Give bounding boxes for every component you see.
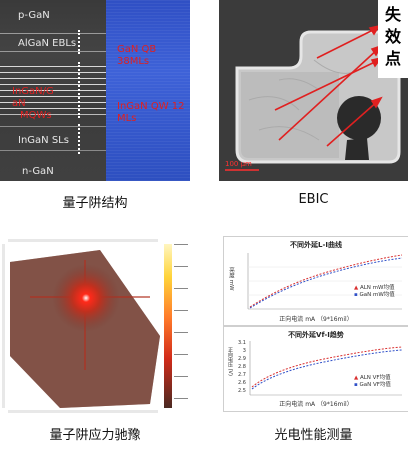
qw-stripe — [0, 84, 106, 85]
layer-label: InGaN SLs — [18, 135, 69, 146]
ebl-stripe — [0, 51, 106, 52]
tem-blue-region — [106, 0, 190, 181]
ebl-stripe — [0, 33, 106, 34]
legend-aln: ALN mW均值 — [359, 285, 395, 291]
ytick: 2.9 — [238, 356, 246, 362]
legend-gan: GaN VF均值 — [359, 382, 391, 388]
ytick: 2.8 — [238, 364, 246, 370]
ytick: 3 — [242, 348, 246, 354]
legend-gan: GaN mW均值 — [359, 292, 395, 298]
ebic-image-panel: 失 效 点 100 μm — [219, 0, 408, 181]
stress-caption: 量子阱应力驰豫 — [49, 428, 141, 443]
layer-label: AlGaN EBLs — [18, 38, 77, 49]
tem-image-panel: p-GaN AlGaN EBLs InGaN/G aN MQWs InGaN S… — [0, 0, 190, 181]
ebic-caption: EBIC — [298, 192, 329, 207]
qw-stripe — [0, 96, 106, 97]
vf-chart: 不同外延Vf-I趋势 3.1 3 2.9 2.8 2.7 2.6 2.5 正向电… — [223, 326, 408, 412]
failure-char: 效 — [384, 27, 401, 46]
bracket-sl — [78, 124, 81, 154]
layer-label: n-GaN — [22, 166, 54, 177]
li-chart-title: 不同外延L-I曲线 — [290, 241, 342, 249]
scale-bar-label: 100 μm — [225, 160, 252, 168]
qb-label: GaN QB — [117, 44, 157, 55]
qw-stripe — [0, 66, 106, 67]
stress-map-panel — [0, 236, 190, 416]
li-chart-plot — [247, 253, 403, 310]
ytick: 3.1 — [238, 340, 246, 346]
vf-ylabel: 正向电压 (V) — [227, 347, 233, 376]
qw-label: MLs — [117, 113, 137, 124]
layer-label: p-GaN — [18, 10, 50, 21]
vf-chart-plot — [249, 341, 403, 396]
ytick: 2.5 — [238, 388, 246, 394]
qw-stripe — [0, 90, 106, 91]
stress-heatmap — [2, 239, 188, 413]
vf-chart-title: 不同外延Vf-I趋势 — [288, 331, 344, 339]
layer-label: aN — [12, 98, 26, 109]
bracket-mqw — [78, 62, 81, 118]
li-xlabel: 正向电流 mA （9*16mil） — [279, 316, 353, 323]
qw-stripe — [0, 114, 106, 115]
ytick: 2.6 — [238, 380, 246, 386]
failure-char: 点 — [384, 49, 401, 68]
qw-stripe — [0, 78, 106, 79]
li-ylabel: 亮度 mW — [228, 267, 234, 291]
ebic-micrograph — [219, 0, 408, 181]
layer-label: InGaN/G — [12, 86, 54, 97]
vf-legend: ▲ ALN VF均值 ▪ GaN VF均值 — [354, 375, 391, 388]
sl-stripe — [0, 126, 106, 127]
vf-xlabel: 正向电流 mA （9*16mil） — [279, 401, 353, 408]
legend-aln: ALN VF均值 — [359, 375, 391, 381]
layer-label: MQWs — [20, 110, 52, 121]
failure-char: 失 — [384, 5, 401, 24]
qw-stripe — [0, 108, 106, 109]
vf-yticks: 3.1 3 2.9 2.8 2.7 2.6 2.5 — [238, 339, 246, 395]
sl-stripe — [0, 150, 106, 151]
li-legend: ▲ ALN mW均值 ▪ GaN mW均值 — [354, 285, 395, 298]
tem-caption: 量子阱结构 — [62, 196, 128, 211]
bracket-ebl — [78, 30, 81, 54]
qw-label: InGaN QW 12 — [117, 101, 185, 112]
ytick: 2.7 — [238, 372, 246, 378]
failure-label-box: 失 效 点 — [378, 0, 408, 78]
performance-caption: 光电性能测量 — [274, 428, 353, 443]
qw-stripe — [0, 102, 106, 103]
li-chart: 不同外延L-I曲线 亮度 mW ▲ ALN mW均值 ▪ GaN mW均值 正向… — [223, 236, 408, 326]
qw-stripe — [0, 72, 106, 73]
qb-label: 38MLs — [117, 56, 150, 67]
